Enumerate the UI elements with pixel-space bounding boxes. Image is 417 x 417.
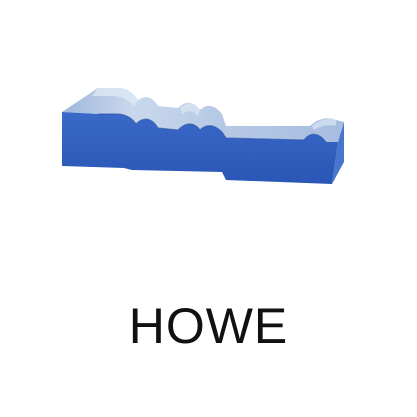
product-name: HOWE xyxy=(128,298,289,354)
profile-shading xyxy=(98,113,327,143)
profile-highlight xyxy=(312,118,336,130)
profile-end-face xyxy=(332,122,344,184)
profile-front-face xyxy=(62,112,338,184)
profile-highlight xyxy=(180,103,200,116)
profile-highlight xyxy=(92,88,138,106)
